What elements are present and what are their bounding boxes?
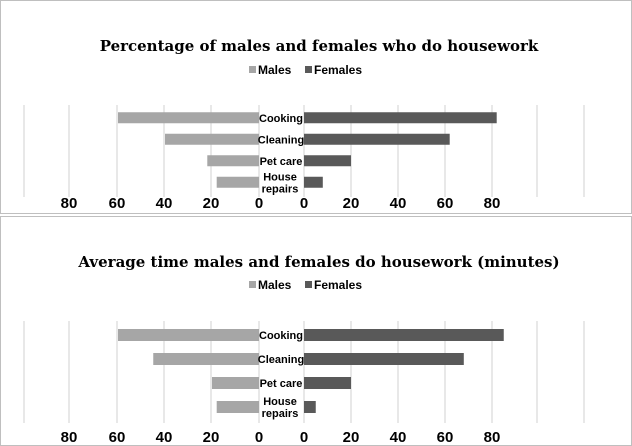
bar-males-2 [207,155,259,167]
legend-swatch-males [249,281,256,288]
tick-label-females: 0 [300,195,308,212]
tick-label-males: 80 [61,195,78,212]
chart-panel-percentage: Percentage of males and females who do h… [0,0,632,214]
tick-label-females: 20 [343,429,360,445]
tick-label-females: 40 [390,195,407,212]
bar-females-2 [304,377,351,389]
legend-swatch-males [249,66,256,73]
bar-males-3 [216,401,259,413]
tick-label-males: 20 [203,195,220,212]
tick-label-males: 20 [203,429,220,445]
chart-percentage-svg: Percentage of males and females who do h… [23,37,585,212]
category-label-line: House [263,396,297,408]
tick-label-females: 0 [300,429,308,445]
tick-label-males: 0 [255,195,263,212]
tick-label-males: 80 [61,429,78,445]
legend-label-males: Males [258,278,292,292]
legend-swatch-females [305,281,312,288]
bar-females-0 [304,329,504,341]
bar-males-1 [165,133,259,145]
bar-females-3 [304,176,323,188]
category-label: Cooking [259,113,303,125]
chart-panel-time: Average time males and females do housew… [0,216,632,446]
legend-label-females: Females [314,63,362,77]
legend-label-females: Females [314,278,362,292]
category-label-line: House [263,171,297,183]
tick-label-females: 80 [484,195,501,212]
chart-title: Percentage of males and females who do h… [100,37,539,55]
tick-label-females: 60 [437,195,454,212]
category-label: Pet care [260,156,303,168]
chart-time-svg: Average time males and females do housew… [23,253,585,445]
category-label-line: repairs [262,408,299,420]
tick-label-males: 0 [255,429,263,445]
bar-males-0 [118,112,259,124]
bar-females-1 [304,133,450,145]
tick-label-females: 80 [484,429,501,445]
category-label-line: repairs [262,183,299,195]
tick-label-males: 60 [109,195,126,212]
bar-females-2 [304,155,351,167]
category-label: Pet care [260,378,303,390]
bar-males-0 [118,329,259,341]
legend-label-males: Males [258,63,292,77]
category-label: House repairs [262,171,299,195]
tick-label-males: 40 [156,195,173,212]
tick-label-females: 20 [343,195,360,212]
tick-label-females: 60 [437,429,454,445]
bar-females-0 [304,112,497,124]
tick-label-males: 60 [109,429,126,445]
legend-swatch-females [305,66,312,73]
category-label: House repairs [262,396,299,420]
bar-males-3 [216,176,259,188]
category-label: Cleaning [258,134,304,146]
category-label: Cleaning [258,354,304,366]
bar-females-3 [304,401,316,413]
category-label: Cooking [259,330,303,342]
bar-males-2 [212,377,259,389]
tick-label-males: 40 [156,429,173,445]
tick-label-females: 40 [390,429,407,445]
bar-males-1 [153,353,259,365]
chart-title: Average time males and females do housew… [77,253,559,271]
bar-females-1 [304,353,464,365]
